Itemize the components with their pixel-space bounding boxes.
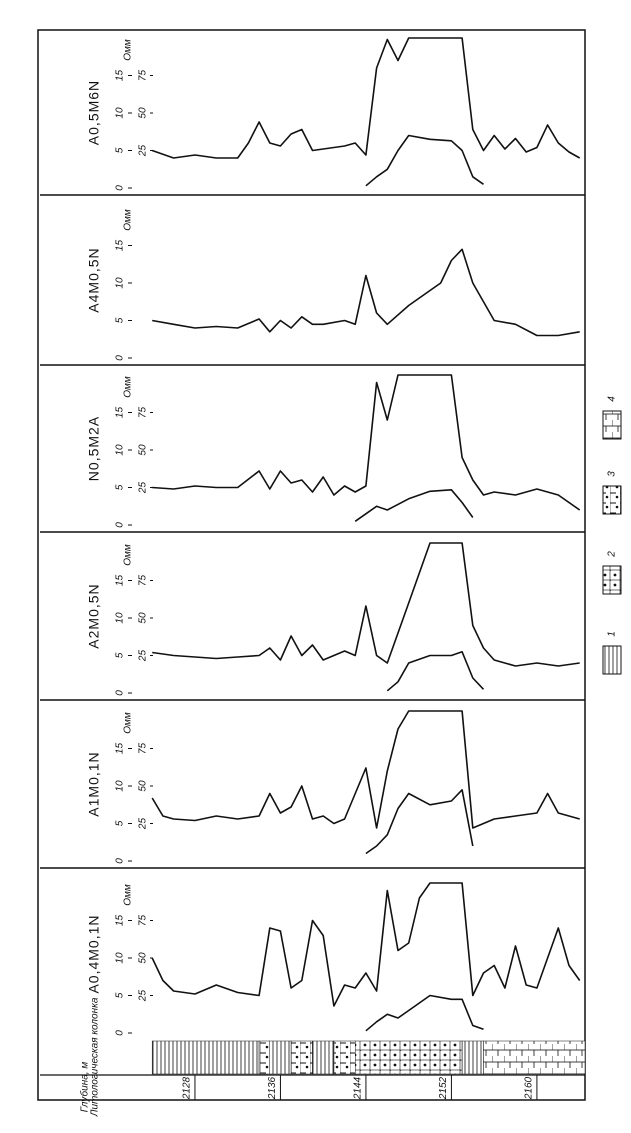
y-axis-label: Омм xyxy=(123,544,134,566)
y-axis-label: Омм xyxy=(123,712,134,734)
y-tick-label: 15 xyxy=(115,407,126,419)
y2-tick-label: 25 xyxy=(138,990,149,1003)
y-tick-label: 0 xyxy=(115,355,126,361)
depth-tick-label: 2128 xyxy=(182,1076,193,1100)
log-curve xyxy=(354,489,474,522)
lithology-layer xyxy=(258,1040,271,1075)
legend-swatch xyxy=(602,410,622,440)
log-curve xyxy=(151,882,581,1007)
y-tick-label: 15 xyxy=(115,240,126,252)
legend-label: 1 xyxy=(607,631,618,637)
lithology-layer xyxy=(312,1040,335,1075)
y-tick-label: 10 xyxy=(115,444,126,456)
panel-title: A2M0,5N xyxy=(86,583,102,648)
y-tick-label: 5 xyxy=(115,317,126,323)
log-curve xyxy=(365,134,484,187)
lithology-layer xyxy=(333,1040,356,1075)
legend-label: 2 xyxy=(607,551,618,558)
y-tick-label: 5 xyxy=(115,992,126,998)
lithology-layer xyxy=(461,1040,484,1075)
y-tick-label: 5 xyxy=(115,147,126,153)
panel-title: A4M0,5N xyxy=(86,247,102,312)
panel-title: A0,4M0,1N xyxy=(86,914,102,993)
lithology-layer xyxy=(483,1040,586,1075)
lithology-layer xyxy=(290,1040,313,1075)
y2-tick-label: 50 xyxy=(138,107,149,119)
y-tick-label: 5 xyxy=(115,820,126,826)
y-tick-label: 0 xyxy=(115,522,126,528)
y-axis-label: Омм xyxy=(123,209,134,231)
y2-tick-label: 50 xyxy=(138,952,149,964)
depth-tick-label: 2136 xyxy=(267,1076,278,1100)
y-tick-label: 10 xyxy=(115,107,126,119)
log-curve xyxy=(365,789,474,855)
y-tick-label: 10 xyxy=(115,780,126,792)
y-tick-label: 15 xyxy=(115,915,126,927)
y-tick-label: 0 xyxy=(115,1030,126,1036)
y2-tick-label: 25 xyxy=(138,145,149,158)
lithology-label: Литологическая колонка xyxy=(90,997,101,1117)
frame xyxy=(37,29,586,1101)
y2-tick-label: 75 xyxy=(138,743,149,755)
panel-title: N0,5M2A xyxy=(86,416,102,481)
legend-swatch xyxy=(602,645,622,675)
y-axis-label: Омм xyxy=(123,39,134,61)
depth-tick-label: 2152 xyxy=(438,1076,449,1100)
panel-title: A1M0,1N xyxy=(86,751,102,816)
y-tick-label: 10 xyxy=(115,277,126,289)
depth-tick-label: 2144 xyxy=(353,1076,364,1100)
lithology-layer xyxy=(151,1040,260,1075)
y2-tick-label: 75 xyxy=(138,575,149,587)
log-curve xyxy=(152,374,581,511)
y-tick-label: 15 xyxy=(115,70,126,82)
y-tick-label: 15 xyxy=(115,743,126,755)
y-tick-label: 5 xyxy=(115,652,126,658)
y-tick-label: 0 xyxy=(115,690,126,696)
panel-title: A0,5M6N xyxy=(86,80,102,145)
y-tick-label: 5 xyxy=(115,484,126,490)
y-tick-label: 10 xyxy=(115,612,126,624)
y2-tick-label: 25 xyxy=(138,818,149,831)
y2-tick-label: 75 xyxy=(138,407,149,419)
y2-tick-label: 50 xyxy=(138,444,149,456)
lithology-layer xyxy=(354,1040,463,1075)
y-axis-label: Омм xyxy=(123,376,134,398)
y2-tick-label: 50 xyxy=(138,780,149,792)
log-curve xyxy=(151,37,581,159)
legend-swatch xyxy=(602,565,622,595)
y-axis-label: Омм xyxy=(123,884,134,906)
y2-tick-label: 50 xyxy=(138,612,149,624)
y-tick-label: 0 xyxy=(115,185,126,191)
depth-axis-label: Глубина, м xyxy=(79,1062,91,1113)
lithology-layer xyxy=(269,1040,292,1075)
log-curve xyxy=(365,994,484,1032)
y2-tick-label: 75 xyxy=(138,915,149,927)
y2-tick-label: 25 xyxy=(138,482,149,495)
log-curve xyxy=(152,248,580,337)
log-curve xyxy=(152,542,580,667)
y2-tick-label: 25 xyxy=(138,650,149,663)
log-curve xyxy=(386,651,485,692)
y-tick-label: 10 xyxy=(115,952,126,964)
depth-tick-label: 2160 xyxy=(524,1076,535,1100)
y2-tick-label: 75 xyxy=(138,70,149,82)
legend-label: 3 xyxy=(607,471,618,477)
legend-swatch xyxy=(602,485,622,515)
y-tick-label: 15 xyxy=(115,575,126,587)
legend-label: 4 xyxy=(607,396,618,402)
log-curve xyxy=(151,710,580,829)
y-tick-label: 0 xyxy=(115,858,126,864)
